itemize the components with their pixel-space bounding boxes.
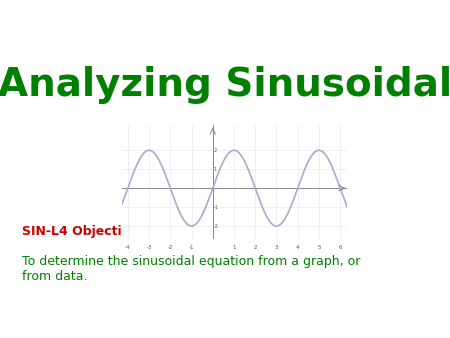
Text: 1: 1 — [214, 167, 217, 172]
Text: Analyzing Sinusoidal: Analyzing Sinusoidal — [0, 66, 450, 103]
Text: Graphs: Graphs — [147, 125, 303, 163]
Text: Learning Outcome B-4: Learning Outcome B-4 — [9, 321, 131, 331]
Text: Mr. Knight – Killarney School: Mr. Knight – Killarney School — [9, 31, 155, 40]
Text: -2: -2 — [214, 223, 219, 228]
Text: Unit: Sinusoids: Unit: Sinusoids — [364, 11, 441, 20]
Text: To determine the sinusoidal equation from a graph, or
from data.: To determine the sinusoidal equation fro… — [22, 255, 361, 283]
Text: Slide  1: Slide 1 — [400, 321, 441, 331]
Text: Lesson: SIN-L4 Analyzing Sinusoidal Graphs: Lesson: SIN-L4 Analyzing Sinusoidal Grap… — [217, 31, 441, 40]
Text: -1: -1 — [214, 204, 219, 210]
Text: SIN-L4 Objectives:: SIN-L4 Objectives: — [22, 225, 151, 238]
Text: 2: 2 — [214, 148, 217, 153]
Text: 40S Applied Math: 40S Applied Math — [9, 11, 99, 20]
